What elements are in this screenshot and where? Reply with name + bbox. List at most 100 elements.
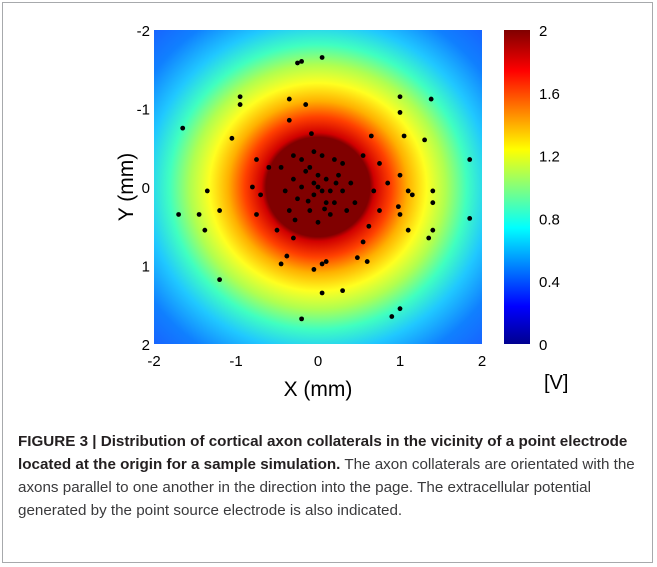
data-point: [196, 212, 202, 217]
colorbar-tick-label: 1.6: [539, 86, 560, 103]
axon-collateral-points: [176, 55, 473, 322]
data-point: [292, 217, 298, 223]
data-point: [333, 180, 339, 186]
data-point: [385, 180, 391, 186]
y-tick-label: -2: [137, 23, 150, 40]
data-point: [323, 176, 329, 182]
data-point: [307, 164, 313, 170]
data-point: [340, 161, 345, 166]
data-point: [389, 314, 395, 319]
data-point: [364, 259, 370, 264]
data-point: [278, 164, 284, 170]
data-point: [309, 131, 314, 137]
data-point: [377, 161, 382, 166]
data-point: [299, 157, 304, 162]
data-point: [266, 164, 272, 170]
data-point: [286, 96, 292, 102]
data-point: [340, 288, 345, 294]
caption-body: The axon collaterals are orientated with…: [18, 456, 635, 519]
data-point: [377, 208, 382, 213]
data-point: [254, 157, 259, 162]
data-point: [250, 184, 255, 190]
colorbar: [504, 30, 530, 344]
y-axis-ticks: -2 -1 0 1 2: [137, 23, 150, 354]
colorbar-tick-label: 0.8: [539, 211, 560, 228]
data-point: [430, 200, 436, 206]
data-point: [327, 188, 333, 194]
data-point: [295, 60, 300, 66]
data-point: [217, 277, 223, 283]
data-point: [274, 227, 280, 233]
colorbar-tick-label: 0: [539, 337, 547, 354]
data-point: [352, 200, 358, 206]
data-point: [319, 261, 325, 267]
y-axis-label: Y (mm): [115, 153, 138, 221]
data-point: [319, 188, 325, 194]
caption-label: FIGURE 3 |: [18, 433, 101, 450]
data-point: [303, 168, 309, 174]
data-point: [405, 227, 411, 233]
x-tick-label: -1: [229, 353, 242, 370]
x-tick-label: 0: [314, 353, 322, 370]
data-point: [217, 208, 223, 213]
data-point: [295, 196, 300, 202]
data-point: [315, 219, 321, 225]
data-point: [354, 255, 360, 261]
data-point: [430, 227, 436, 233]
data-point: [180, 125, 186, 131]
data-point: [467, 157, 473, 162]
data-point: [344, 208, 350, 213]
x-tick-label: 1: [396, 353, 404, 370]
data-point: [303, 102, 309, 107]
data-point: [311, 180, 317, 186]
data-point: [327, 212, 333, 217]
x-tick-label: 2: [478, 353, 486, 370]
data-point: [340, 188, 345, 194]
data-point: [319, 55, 325, 60]
data-point: [305, 198, 311, 204]
data-point: [315, 172, 321, 178]
colorbar-unit-label: [V]: [544, 372, 568, 394]
data-point: [311, 149, 317, 155]
data-point: [467, 216, 473, 221]
data-point: [278, 261, 284, 267]
data-point: [286, 208, 292, 213]
data-point: [428, 96, 434, 102]
y-tick-label: 0: [142, 180, 150, 197]
data-point: [332, 200, 337, 206]
data-point: [282, 188, 288, 194]
data-point: [323, 259, 329, 264]
data-point: [322, 206, 327, 212]
data-point: [323, 200, 329, 206]
data-point: [299, 316, 304, 322]
data-point: [332, 157, 337, 162]
colorbar-ticks: 2 1.6 1.2 0.8 0.4 0: [539, 23, 560, 354]
data-point: [405, 188, 411, 194]
data-point: [426, 235, 432, 241]
data-point: [395, 204, 401, 210]
y-tick-label: 2: [142, 337, 150, 354]
data-point: [397, 306, 403, 312]
data-point: [291, 235, 296, 241]
figure-caption: FIGURE 3 | Distribution of cortical axon…: [18, 430, 638, 522]
colorbar-tick-label: 1.2: [539, 149, 560, 166]
data-point: [202, 227, 208, 233]
data-point: [299, 59, 304, 64]
data-point: [311, 192, 317, 198]
data-point: [401, 133, 407, 139]
data-point: [348, 180, 354, 186]
y-tick-label: -1: [137, 102, 150, 119]
data-point: [307, 208, 313, 213]
data-point: [237, 94, 243, 100]
colorbar-tick-label: 2: [539, 23, 547, 40]
data-point: [397, 94, 403, 100]
data-point: [291, 153, 296, 159]
data-point: [430, 188, 436, 194]
data-point: [204, 188, 210, 194]
data-point: [315, 184, 321, 190]
caption-title: Distribution of cortical axon collateral…: [18, 433, 628, 473]
colorbar-tick-label: 0.4: [539, 274, 560, 291]
data-point: [422, 137, 427, 143]
x-tick-label: -2: [147, 353, 160, 370]
